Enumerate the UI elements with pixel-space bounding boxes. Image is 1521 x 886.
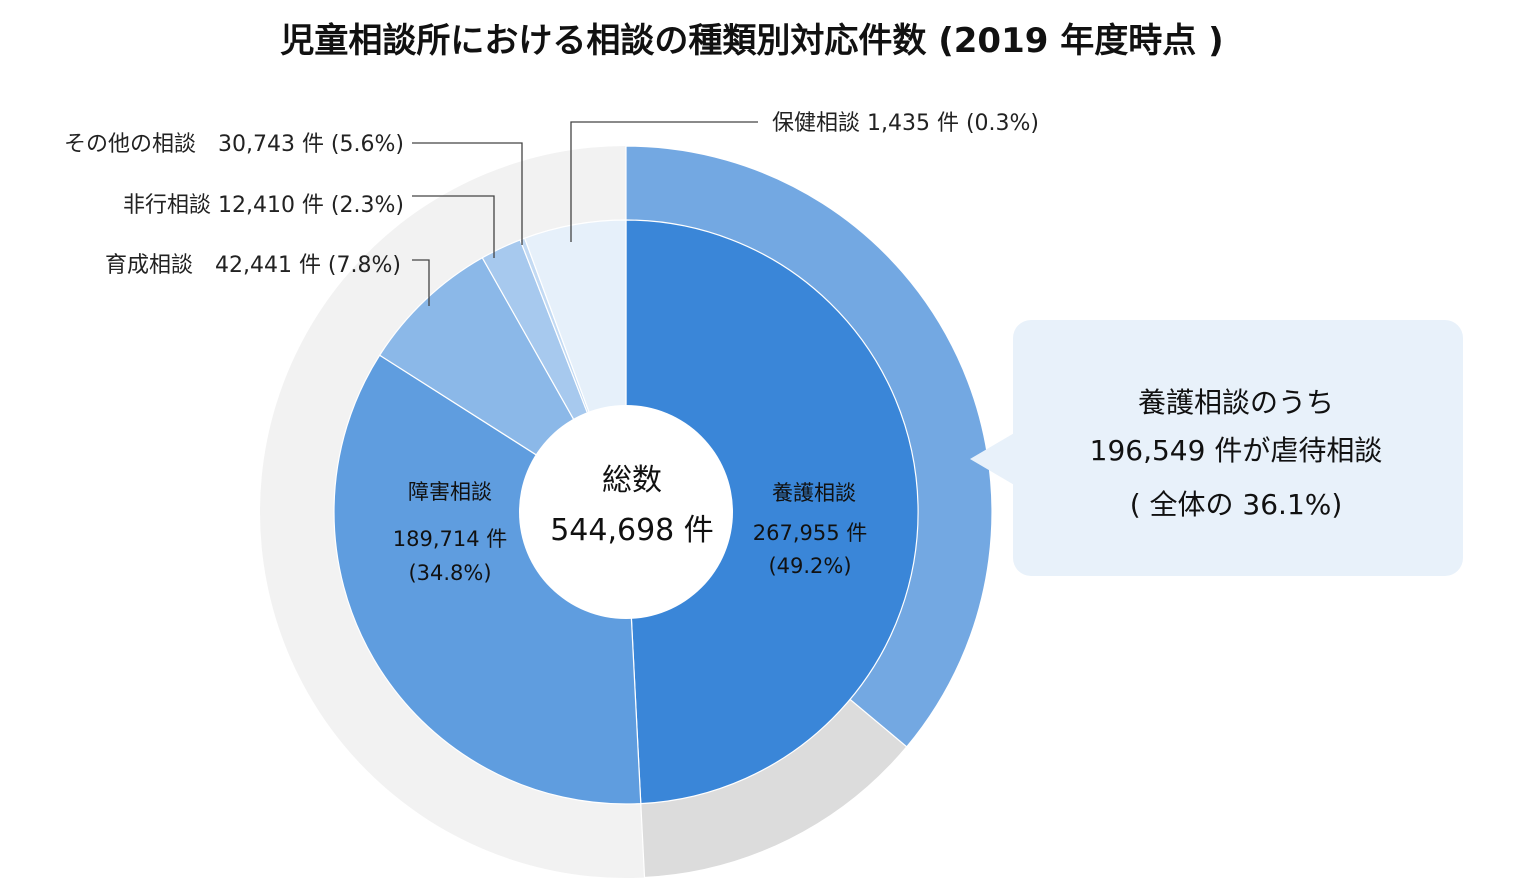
seg-label-yougo-percent: (49.2%) <box>768 554 851 578</box>
seg-label-yougo-value: 267,955 件 <box>753 521 868 545</box>
seg-label-shougai-percent: (34.8%) <box>408 561 491 585</box>
donut-segment-0 <box>625 219 919 805</box>
callout-line2: 196,549 件が虐待相談 <box>1090 434 1383 467</box>
leader-hikou <box>412 195 495 258</box>
label-sonota: その他の相談 30,743 件 (5.6%) <box>64 132 404 157</box>
callout: 養護相談のうち 196,549 件が虐待相談 ( 全体の 36.1%) <box>970 320 1463 576</box>
chart-title: 児童相談所における相談の種類別対応件数 (2019 年度時点 ) <box>280 21 1223 61</box>
seg-label-yougo-name: 養護相談 <box>772 481 856 505</box>
callout-box <box>1013 320 1463 576</box>
callout-line3: ( 全体の 36.1%) <box>1130 488 1343 521</box>
donut-segment-1 <box>333 354 642 805</box>
center-total: 544,698 件 <box>550 513 714 548</box>
leader-ikusei <box>412 259 430 306</box>
seg-label-shougai-name: 障害相談 <box>408 480 492 504</box>
callout-pointer <box>970 432 1016 486</box>
center-hole <box>519 405 733 619</box>
callout-line1: 養護相談のうち <box>1138 386 1334 419</box>
seg-label-shougai-value: 189,714 件 <box>393 527 508 551</box>
leader-sonota <box>412 142 523 245</box>
leader-hoken <box>570 121 758 242</box>
inner-ring <box>333 219 919 805</box>
center-label: 総数 <box>602 463 662 498</box>
label-ikusei: 育成相談 42,441 件 (7.8%) <box>105 253 401 278</box>
label-hoken: 保健相談 1,435 件 (0.3%) <box>772 111 1039 136</box>
label-hikou: 非行相談 12,410 件 (2.3%) <box>123 193 404 218</box>
